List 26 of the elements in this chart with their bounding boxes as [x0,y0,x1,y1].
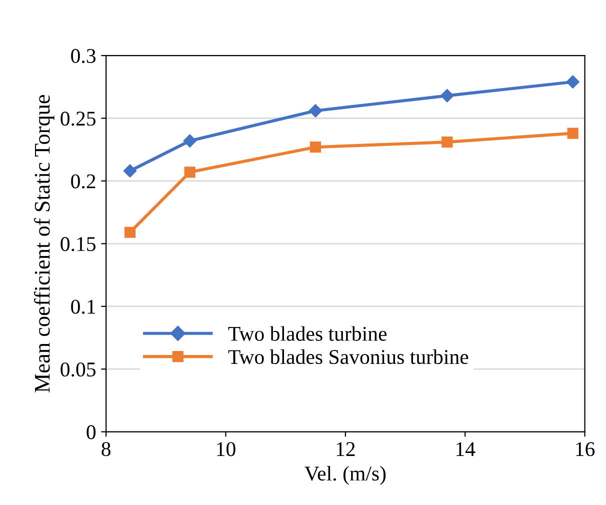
y-axis-title: Mean coefficient of Static Torque [34,95,54,392]
y-tick-label: 0.2 [71,174,96,188]
point [183,134,196,148]
y-tick-label: 0.15 [60,237,96,252]
point [184,166,196,178]
y-tick-label: 0.1 [71,300,96,314]
y-tick-label: 0.05 [60,362,96,377]
x-axis-title: Vel. (m/s) [304,466,386,485]
y-tick-label: 0.3 [71,48,96,64]
x-tick-label: 12 [336,442,355,456]
x-tick-label: 8 [102,442,110,456]
y-tick-label: 0 [86,425,96,440]
y-tick-label: 0.25 [60,112,96,126]
legend-label: Two blades turbine [228,326,387,341]
x-tick-label: 14 [456,442,476,456]
x-tick-label: 16 [576,442,595,456]
x-tick-label: 10 [217,442,236,456]
legend-label: Two blades Savonius turbine [228,349,468,364]
point [442,136,453,148]
point [567,128,578,139]
point [440,89,454,102]
point [308,104,322,118]
point [566,75,580,88]
point [123,164,137,178]
point [310,142,322,153]
point [124,226,136,238]
